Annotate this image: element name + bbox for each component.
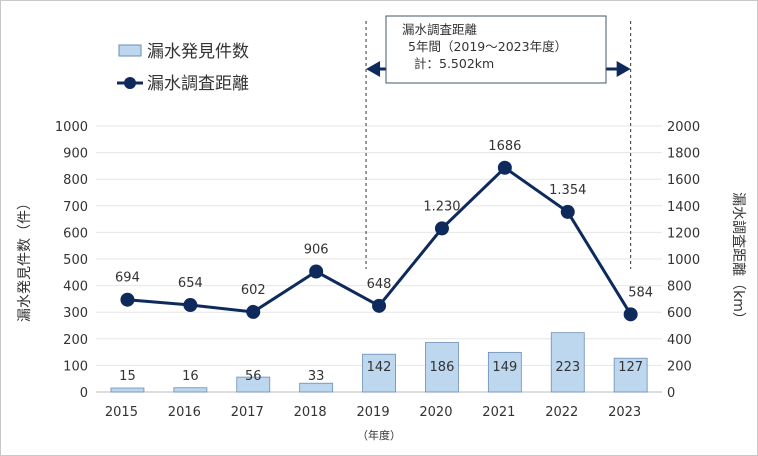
- right-tick-label: 1600: [667, 173, 700, 188]
- right-tick-label: 1800: [667, 147, 700, 162]
- bar-label: 142: [367, 360, 392, 375]
- bar-label: 15: [119, 369, 136, 384]
- bar-label: 56: [245, 369, 262, 384]
- line-label: 694: [115, 271, 140, 286]
- left-tick-label: 500: [63, 253, 88, 268]
- line-label: 1686: [488, 139, 521, 154]
- left-tick-label: 100: [63, 359, 88, 374]
- right-tick-label: 1200: [667, 226, 700, 241]
- line-point: [497, 160, 512, 175]
- x-axis-title: （年度）: [357, 428, 401, 442]
- line-label: 648: [367, 277, 392, 292]
- line-point: [560, 204, 575, 219]
- bar: [299, 382, 334, 393]
- left-tick-label: 0: [80, 386, 88, 401]
- bar: [110, 387, 145, 393]
- x-tick-label: 2022: [545, 405, 578, 420]
- y2-axis-title: 漏水調査距離（km）: [730, 192, 747, 326]
- right-tick-label: 400: [667, 333, 692, 348]
- x-tick-label: 2018: [294, 405, 327, 420]
- left-tick-label: 300: [63, 306, 88, 321]
- annotation-text: 計：5.502km: [414, 56, 494, 71]
- annotation-box: [385, 15, 607, 84]
- line-label: 906: [304, 243, 329, 258]
- bar: [425, 342, 459, 393]
- left-tick-label: 400: [63, 280, 88, 295]
- legend-line-marker: [124, 77, 136, 89]
- x-tick-label: 2023: [608, 405, 641, 420]
- annotation-text: 漏水調査距離: [402, 22, 478, 37]
- left-tick-label: 900: [63, 147, 88, 162]
- x-tick-label: 2020: [419, 405, 452, 420]
- line-label: 602: [241, 283, 266, 298]
- x-tick-label: 2017: [231, 405, 264, 420]
- annotation-text: 5年間（2019～2023年度）: [408, 39, 567, 54]
- bar: [236, 376, 271, 393]
- line-point: [623, 307, 638, 322]
- bar: [613, 357, 648, 393]
- line-label: 654: [178, 276, 203, 291]
- bar-label: 223: [555, 360, 580, 375]
- line-point: [120, 292, 135, 307]
- left-tick-label: 1000: [55, 120, 88, 135]
- right-tick-label: 0: [667, 386, 675, 401]
- bar-label: 16: [182, 369, 199, 384]
- right-tick-label: 1000: [667, 253, 700, 268]
- legend-bar-label: 漏水発見件数: [147, 42, 249, 62]
- right-tick-label: 800: [667, 280, 692, 295]
- line-point: [372, 298, 387, 313]
- legend-line-label: 漏水調査距離: [147, 74, 249, 94]
- bar: [487, 351, 522, 393]
- legend-bar-swatch: [118, 44, 142, 57]
- line-point: [246, 304, 261, 319]
- line-label: 1.354: [549, 183, 586, 198]
- bar-label: 149: [492, 360, 517, 375]
- line-point: [434, 221, 449, 236]
- x-tick-label: 2021: [482, 405, 515, 420]
- bar-label: 186: [430, 360, 455, 375]
- bar: [550, 332, 585, 393]
- x-tick-label: 2016: [168, 405, 201, 420]
- bar-label: 33: [308, 369, 325, 384]
- x-tick-label: 2019: [357, 405, 390, 420]
- line-point: [183, 298, 198, 313]
- right-tick-label: 600: [667, 306, 692, 321]
- y-axis-title: 漏水発見件数（件）: [17, 196, 33, 322]
- line-point: [309, 264, 324, 279]
- right-tick-label: 200: [667, 359, 692, 374]
- bar-label: 127: [618, 360, 643, 375]
- line-label: 1.230: [423, 199, 460, 214]
- right-tick-label: 1400: [667, 200, 700, 215]
- left-tick-label: 800: [63, 173, 88, 188]
- x-tick-label: 2015: [105, 405, 138, 420]
- right-tick-label: 2000: [667, 120, 700, 135]
- left-tick-label: 600: [63, 226, 88, 241]
- bar: [173, 387, 208, 393]
- line-label: 584: [628, 285, 653, 300]
- arrow-left-icon: [366, 61, 381, 77]
- left-tick-label: 200: [63, 333, 88, 348]
- bar: [362, 353, 396, 393]
- arrow-right-icon: [616, 61, 631, 77]
- left-tick-label: 700: [63, 200, 88, 215]
